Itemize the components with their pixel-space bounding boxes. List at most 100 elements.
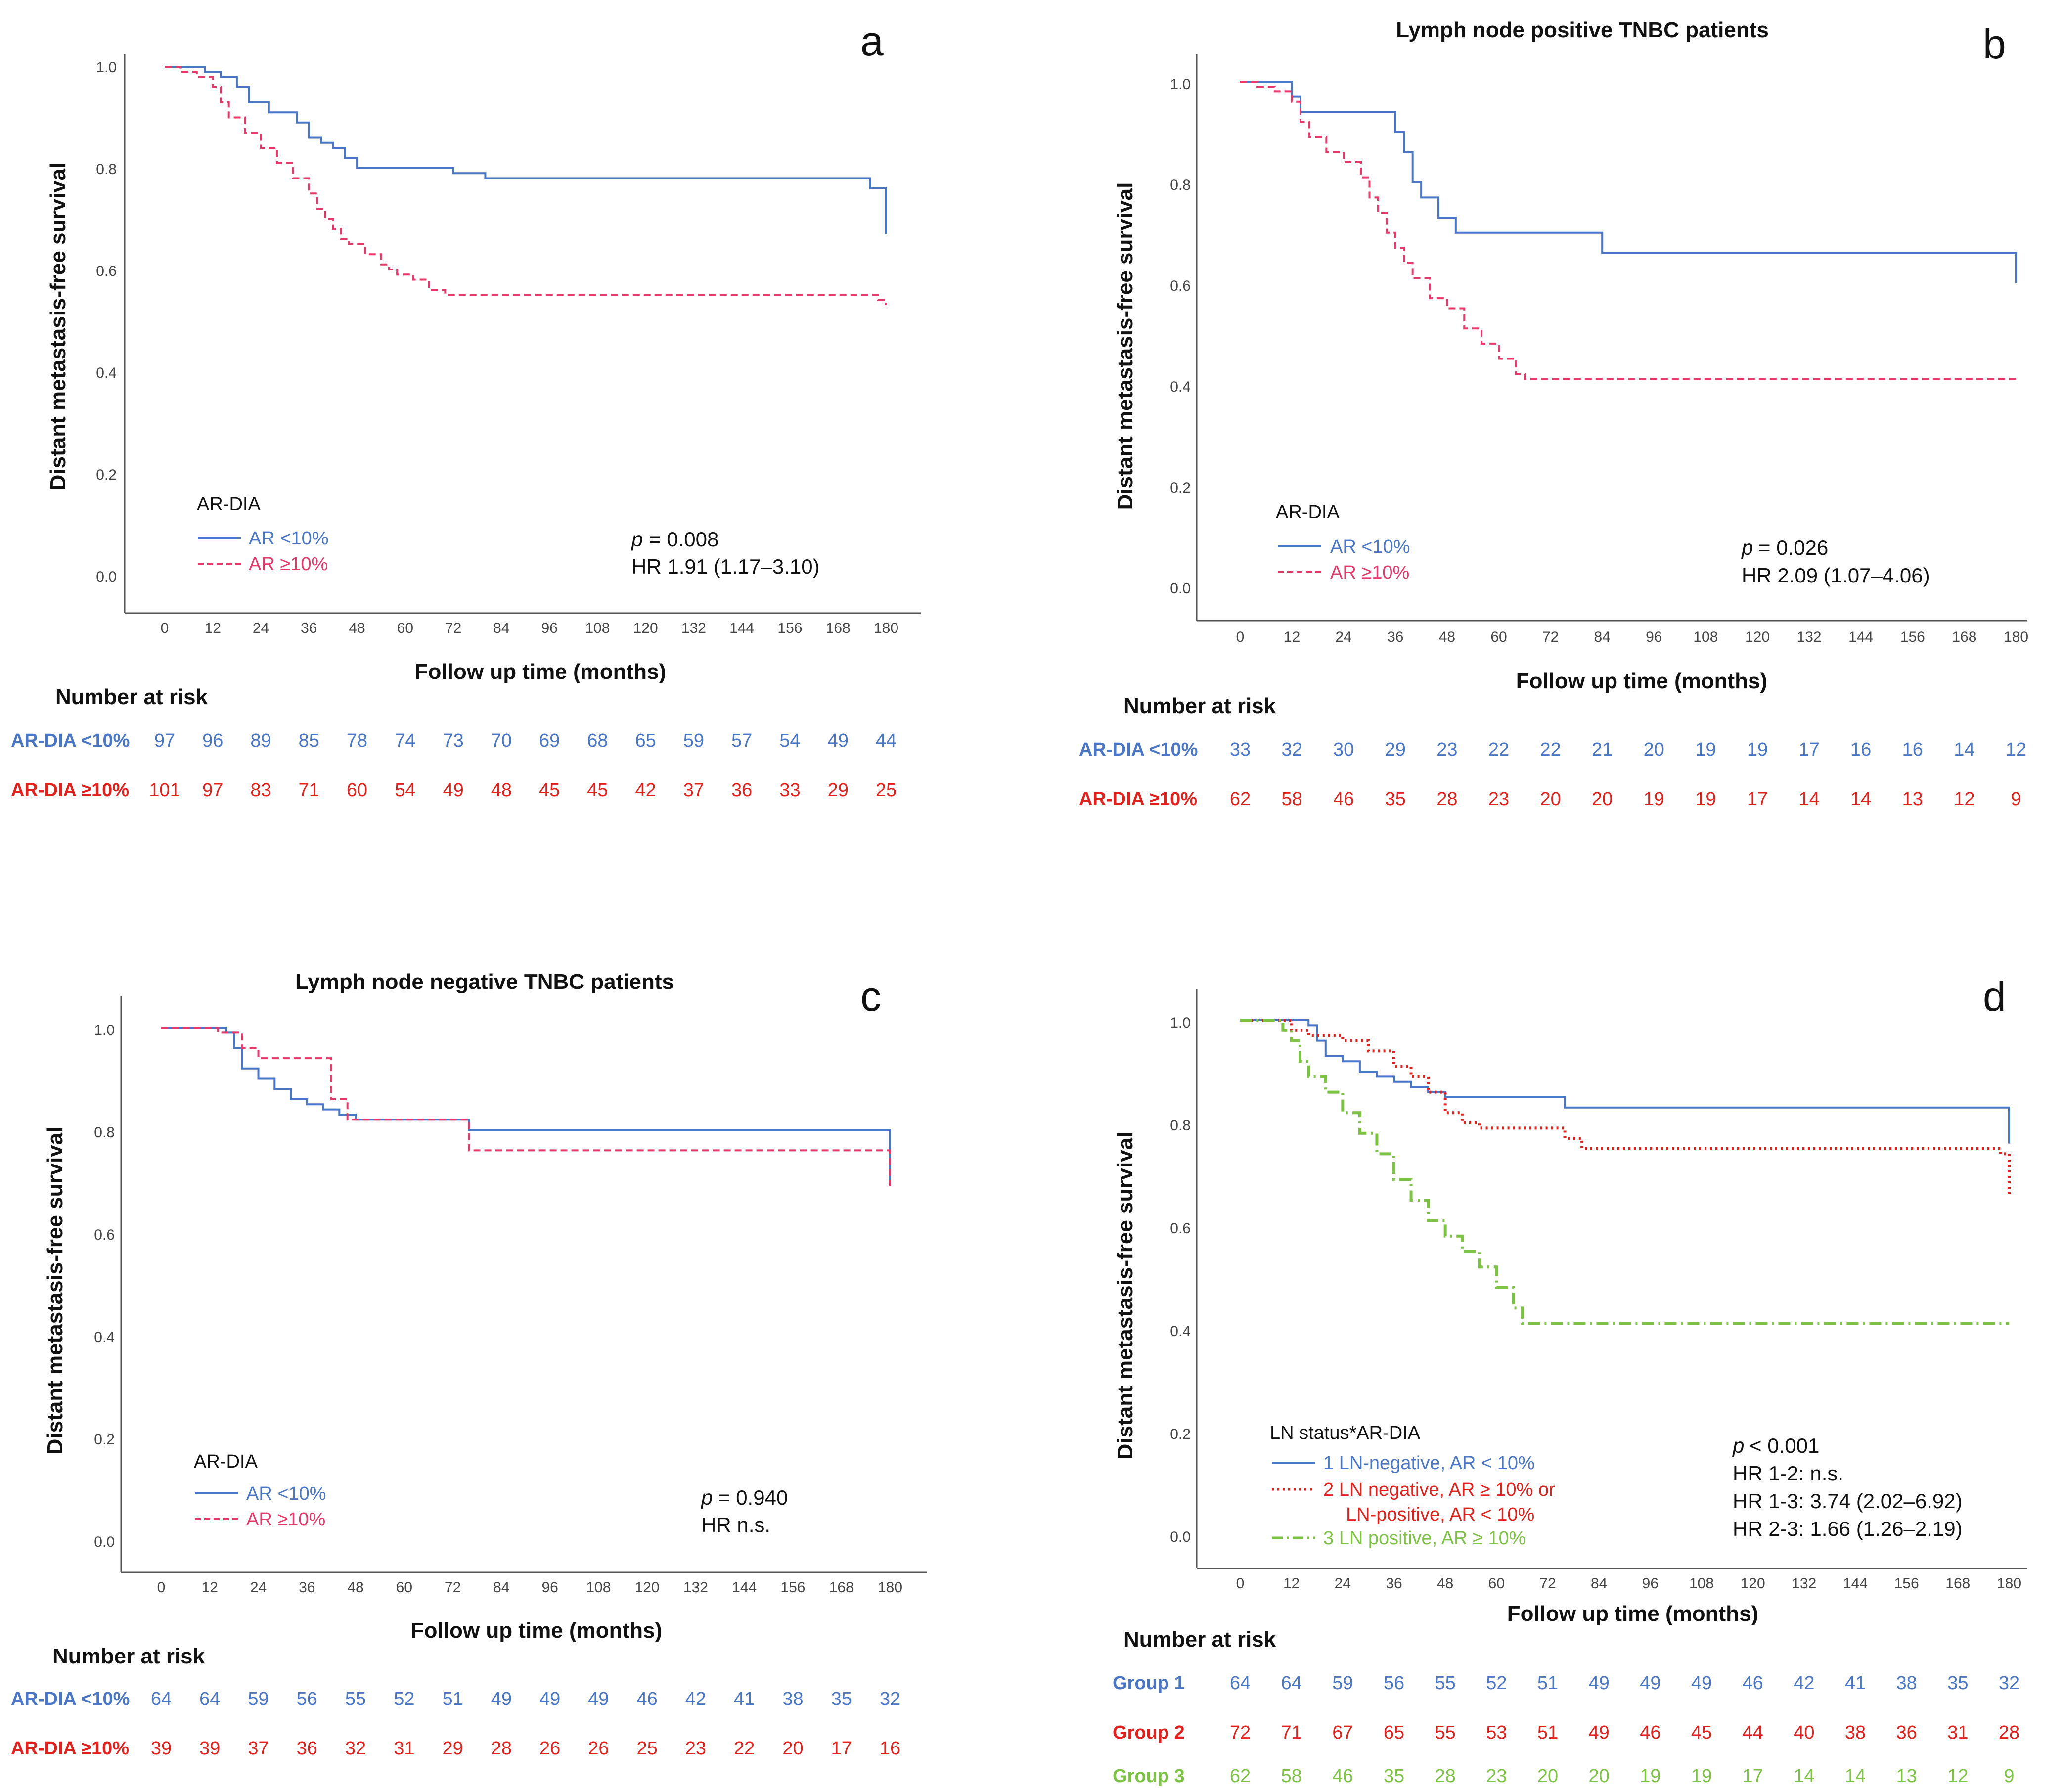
y-tick-label: 0.0 [94, 1534, 115, 1550]
legend-title: AR-DIA [1276, 502, 1340, 523]
x-tick-label: 72 [445, 620, 461, 636]
panel-b-yticks: 0.0 0.2 0.4 0.6 0.8 1.0 [1170, 76, 1191, 597]
risk-value: 49 [443, 780, 463, 801]
risk-value: 52 [1486, 1673, 1507, 1694]
risk-row-label: Group 1 [1113, 1673, 1185, 1694]
risk-value: 55 [345, 1689, 366, 1709]
survival-curve-3 [1240, 1019, 2009, 1325]
risk-value: 51 [442, 1689, 463, 1709]
panel-a-curves [165, 66, 887, 305]
risk-value: 25 [876, 780, 897, 801]
x-tick-label: 24 [1335, 1575, 1351, 1592]
x-tick-label: 108 [1689, 1575, 1714, 1592]
risk-value: 32 [880, 1689, 900, 1709]
risk-value: 46 [1640, 1722, 1660, 1743]
risk-value: 35 [831, 1689, 852, 1709]
risk-value: 49 [1589, 1722, 1610, 1743]
panel-c-risk-numbers: 64 64 59 56 55 52 51 49 49 49 46 42 41 38 35 32 39 39 37 36… [151, 1689, 900, 1759]
risk-heading: Number at risk [52, 1644, 205, 1668]
x-tick-label: 120 [635, 1579, 660, 1596]
x-tick-label: 180 [1997, 1575, 2021, 1592]
panel-c-xticks: 0 12 24 36 48 60 72 84 96 108 120 132 144 156 168 180 [157, 1579, 902, 1596]
y-tick-label: 1.0 [96, 59, 117, 76]
risk-value: 49 [1691, 1673, 1712, 1694]
panel-d-letter: d [1983, 973, 2006, 1020]
risk-value: 71 [1281, 1722, 1302, 1743]
risk-value: 41 [1845, 1673, 1866, 1694]
risk-row-label: AR-DIA <10% [1079, 739, 1198, 760]
risk-value: 26 [588, 1738, 609, 1759]
y-tick-label: 0.0 [1170, 1529, 1191, 1545]
risk-value: 28 [491, 1738, 512, 1759]
risk-value: 14 [1794, 1766, 1814, 1787]
x-tick-label: 168 [1945, 1575, 1970, 1592]
panel-b-curves [1240, 81, 2017, 380]
risk-value: 52 [394, 1689, 414, 1709]
risk-value: 13 [1902, 789, 1923, 809]
risk-value: 37 [248, 1738, 269, 1759]
risk-value: 59 [683, 730, 704, 751]
x-tick-label: 60 [1490, 629, 1507, 645]
risk-value: 32 [1999, 1673, 2019, 1694]
risk-value: 38 [1896, 1673, 1917, 1694]
hr-1-2: HR 1-2: n.s. [1733, 1462, 1843, 1485]
risk-value: 29 [1385, 739, 1406, 760]
risk-value: 19 [1640, 1766, 1660, 1787]
y-tick-label: 1.0 [1170, 76, 1191, 92]
risk-value: 68 [587, 730, 608, 751]
panel-c: Lymph node negative TNBC patients c 0.0 … [11, 970, 927, 1759]
x-tick-label: 72 [1539, 1575, 1556, 1592]
x-tick-label: 168 [1952, 629, 1976, 645]
risk-value: 22 [1540, 739, 1561, 760]
risk-value: 78 [347, 730, 367, 751]
risk-row-label: AR-DIA ≥10% [11, 1738, 129, 1759]
risk-value: 13 [1896, 1766, 1917, 1787]
risk-value: 54 [779, 730, 800, 751]
risk-value: 58 [1281, 789, 1302, 809]
risk-value: 9 [2004, 1766, 2014, 1787]
panel-c-title: Lymph node negative TNBC patients [295, 970, 674, 994]
panel-b-xticks: 0 12 24 36 48 60 72 84 96 108 120 132 144 156 168 180 [1236, 629, 2028, 645]
survival-curve-1 [165, 66, 887, 234]
risk-row-label: Group 3 [1113, 1766, 1185, 1787]
panel-b-title: Lymph node positive TNBC patients [1396, 18, 1769, 42]
risk-value: 45 [587, 780, 608, 801]
risk-value: 14 [1850, 789, 1871, 809]
risk-value: 49 [828, 730, 849, 751]
panel-a-yticks: 0.0 0.2 0.4 0.6 0.8 1.0 [96, 59, 117, 585]
panel-c-xlabel: Follow up time (months) [411, 1618, 662, 1643]
x-tick-label: 60 [1488, 1575, 1505, 1592]
panel-d-axes [1196, 989, 2027, 1569]
risk-value: 20 [1589, 1766, 1610, 1787]
x-tick-label: 168 [829, 1579, 854, 1596]
x-tick-label: 156 [1894, 1575, 1919, 1592]
panel-b-letter: b [1983, 21, 2006, 67]
x-tick-label: 84 [493, 1579, 509, 1596]
risk-value: 55 [1435, 1722, 1456, 1743]
legend-entry-ar-below: AR <10% [1330, 537, 1410, 557]
panel-a-ylabel: Distant metastasis-free survival [46, 163, 70, 491]
risk-value: 12 [1954, 789, 1974, 809]
risk-value: 72 [1230, 1722, 1251, 1743]
risk-value: 41 [734, 1689, 755, 1709]
risk-value: 29 [828, 780, 849, 801]
risk-value: 17 [1798, 739, 1819, 760]
legend-entry-group-3: 3 LN positive, AR ≥ 10% [1323, 1528, 1526, 1549]
risk-value: 36 [297, 1738, 317, 1759]
risk-value: 36 [1896, 1722, 1917, 1743]
risk-value: 39 [199, 1738, 220, 1759]
panel-d-yticks: 0.0 0.2 0.4 0.6 0.8 1.0 [1170, 1015, 1191, 1545]
x-tick-label: 180 [2004, 629, 2028, 645]
x-tick-label: 72 [445, 1579, 461, 1596]
risk-value: 39 [151, 1738, 172, 1759]
panel-b-stats: p = 0.026 HR 2.09 (1.07–4.06) [1741, 536, 1930, 587]
risk-value: 65 [1384, 1722, 1404, 1743]
risk-value: 32 [345, 1738, 366, 1759]
risk-value: 33 [1230, 739, 1251, 760]
risk-value: 51 [1537, 1673, 1558, 1694]
risk-value: 31 [1947, 1722, 1968, 1743]
risk-value: 9 [2011, 789, 2021, 809]
x-tick-label: 36 [1386, 1575, 1402, 1592]
risk-value: 45 [1691, 1722, 1712, 1743]
